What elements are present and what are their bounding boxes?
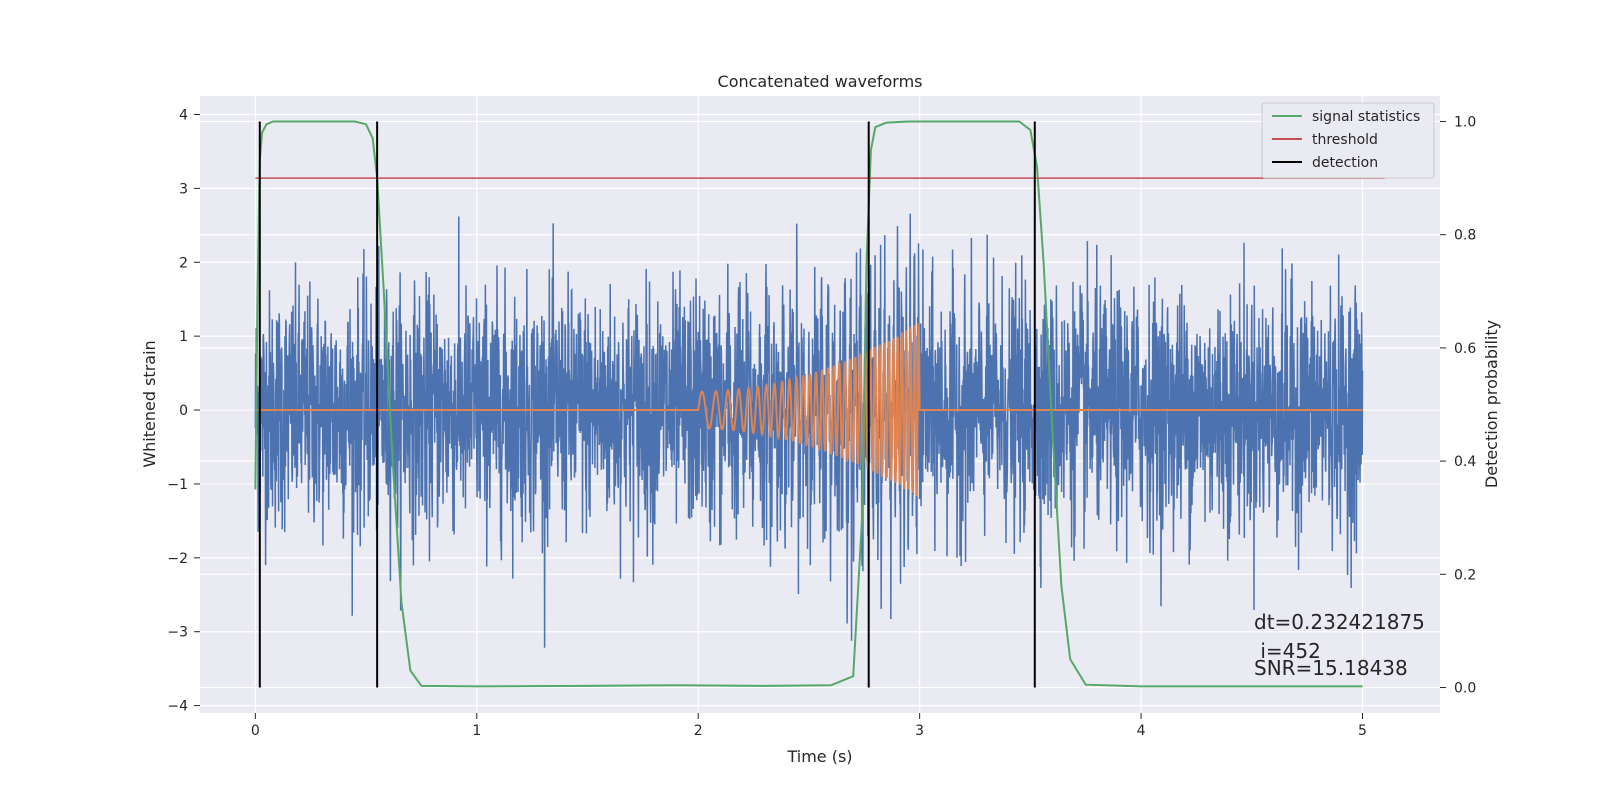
y-tick-label: −3 bbox=[167, 625, 188, 641]
legend-box bbox=[1261, 102, 1435, 179]
annotation-dt: dt=0.232421875 bbox=[1254, 610, 1425, 634]
annotation-snr: SNR=15.18438 bbox=[1254, 656, 1408, 680]
noise-series-line bbox=[254, 213, 1364, 648]
chart-title: Concatenated waveforms bbox=[718, 72, 923, 91]
x-tick-label: 1 bbox=[472, 723, 481, 739]
x-axis-label: Time (s) bbox=[786, 747, 852, 766]
annotation-index: i=452 bbox=[1254, 639, 1321, 663]
y-right-tick-label: 1.0 bbox=[1454, 114, 1476, 130]
y-axis-right-label: Detection probability bbox=[1482, 320, 1501, 488]
y-right-tick-label: 0.6 bbox=[1454, 341, 1476, 357]
legend: signal statistics threshold detection bbox=[1261, 102, 1435, 179]
x-tick-label: 0 bbox=[251, 723, 260, 739]
signal-statistics-line bbox=[254, 120, 1363, 688]
y-right-tick-label: 0.0 bbox=[1454, 681, 1476, 697]
x-tick-label: 3 bbox=[915, 723, 924, 739]
y-tick-label: −4 bbox=[167, 699, 188, 715]
x-tick-label: 5 bbox=[1358, 723, 1367, 739]
chirp-series-line bbox=[255, 323, 1363, 497]
y-tick-label: −1 bbox=[167, 477, 188, 493]
ticks: 0 1 2 3 4 5 −4 −3 −2 −1 0 1 2 3 4 0.0 0.2 0.4 0.6 0.8 1.0 bbox=[167, 107, 1476, 739]
y-tick-label: 1 bbox=[179, 329, 188, 345]
legend-label-threshold: threshold bbox=[1312, 132, 1378, 148]
y-tick-label: 2 bbox=[179, 255, 188, 271]
x-tick-label: 2 bbox=[694, 723, 703, 739]
y-axis-label: Whitened strain bbox=[140, 340, 159, 467]
y-tick-label: 0 bbox=[179, 403, 188, 419]
y-tick-label: 4 bbox=[179, 107, 188, 123]
legend-label-detection: detection bbox=[1312, 155, 1378, 171]
y-right-tick-label: 0.4 bbox=[1454, 454, 1476, 470]
y-tick-label: 3 bbox=[179, 181, 188, 197]
x-tick-label: 4 bbox=[1137, 723, 1146, 739]
y-right-tick-label: 0.2 bbox=[1454, 567, 1476, 583]
annotations: dt=0.232421875 i=452 SNR=15.18438 bbox=[1254, 610, 1425, 680]
legend-label-signal-statistics: signal statistics bbox=[1312, 109, 1420, 125]
y-right-tick-label: 0.8 bbox=[1454, 228, 1476, 244]
y-tick-label: −2 bbox=[167, 551, 188, 567]
series-layer bbox=[254, 120, 1385, 688]
